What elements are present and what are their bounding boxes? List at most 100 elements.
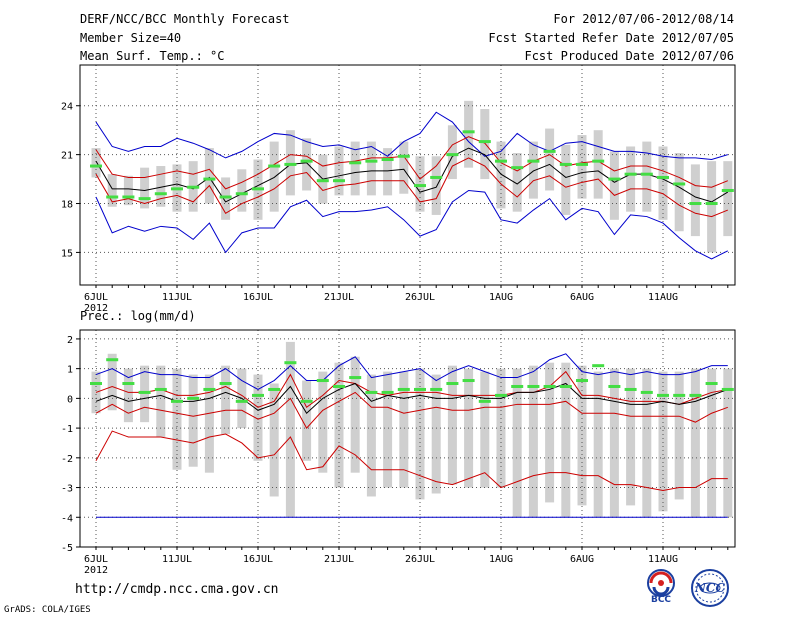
temp-spread-bar <box>674 153 684 232</box>
prec-series-mean <box>95 382 728 415</box>
temp-forecast-marker <box>235 192 248 196</box>
prec-forecast-marker <box>268 387 281 391</box>
temp-series-mean <box>95 147 729 203</box>
prec-x-tick-label: 1AUG <box>489 554 513 565</box>
temp-spread-bar <box>156 166 166 207</box>
prec-forecast-marker <box>106 358 119 362</box>
temp-year-label: 2012 <box>84 303 108 314</box>
temp-forecast-marker <box>138 197 151 201</box>
prec-spread-bar <box>723 368 733 518</box>
temp-series-upper <box>95 136 728 190</box>
temp-forecast-marker <box>252 187 264 191</box>
temp-spread-bar <box>528 141 538 199</box>
temp-spread-bar <box>431 156 441 215</box>
prec-forecast-marker <box>90 382 102 386</box>
temp-forecast-marker <box>657 175 669 179</box>
temp-forecast-marker <box>673 182 686 186</box>
prec-spread-bar <box>577 365 587 506</box>
temp-y-tick-label: 21 <box>61 151 73 162</box>
temp-forecast-marker <box>414 184 426 188</box>
temp-spread-bar <box>399 141 409 194</box>
prec-spread-bar <box>528 365 538 518</box>
prec-series-min <box>95 430 728 492</box>
prec-forecast-marker <box>333 384 345 388</box>
source-url[interactable]: http://cmdp.ncc.cma.gov.cn <box>75 582 279 597</box>
prec-spread-bar <box>172 368 182 470</box>
temp-spread-bar <box>512 153 522 212</box>
temperature-panel-label: Mean Surf. Temp.: °C <box>80 49 225 63</box>
temp-forecast-marker <box>624 172 637 176</box>
prec-spread-bar <box>156 365 166 438</box>
prec-y-tick-label: -1 <box>61 424 73 435</box>
prec-x-tick-label: 26JUL <box>405 554 435 565</box>
temp-forecast-marker <box>203 177 216 181</box>
temp-forecast-marker <box>122 195 135 199</box>
prec-x-tick-label: 21JUL <box>324 554 354 565</box>
start-refer-date: Fcst Started Refer Date 2012/07/05 <box>488 31 734 45</box>
prec-spread-bar <box>334 362 344 488</box>
prec-x-tick-label: 6JUL <box>84 554 108 565</box>
temp-forecast-marker <box>316 179 329 183</box>
prec-spread-bar <box>674 371 684 500</box>
temp-forecast-marker <box>154 192 167 196</box>
temp-series-max <box>95 111 728 161</box>
prec-forecast-marker <box>414 387 426 391</box>
prec-forecast-marker <box>397 387 410 391</box>
prec-spread-bar <box>480 371 490 488</box>
temp-spread-bar <box>658 146 668 220</box>
temp-forecast-marker <box>608 177 621 181</box>
prec-spread-bar <box>609 368 619 518</box>
temp-forecast-marker <box>689 202 702 206</box>
prec-forecast-marker <box>592 364 605 368</box>
prec-forecast-marker <box>154 387 167 391</box>
prec-forecast-marker <box>187 396 200 400</box>
prec-spread-bar <box>302 380 312 461</box>
temp-spread-bar <box>221 177 231 220</box>
temp-x-tick-label: 21JUL <box>324 292 354 303</box>
temp-spread-bar <box>496 141 506 209</box>
prec-spread-bar <box>269 383 279 497</box>
temp-forecast-marker <box>446 153 459 157</box>
prec-forecast-marker <box>543 384 556 388</box>
prec-spread-bar <box>221 365 231 435</box>
prec-forecast-marker <box>608 384 621 388</box>
temp-spread-bar <box>561 144 571 215</box>
temp-spread-bar <box>642 141 652 212</box>
temp-forecast-marker <box>171 187 183 191</box>
temp-spread-bar <box>415 156 425 212</box>
prec-forecast-marker <box>171 399 183 403</box>
temp-x-tick-label: 1AUG <box>489 292 513 303</box>
prec-spread-bar <box>383 371 393 488</box>
member-size: Member Size=40 <box>80 31 182 45</box>
temp-spread-bar <box>204 148 214 204</box>
temp-forecast-marker <box>721 188 734 192</box>
prec-spread-bar <box>253 374 263 461</box>
prec-forecast-marker <box>203 387 216 391</box>
prec-y-tick-label: -3 <box>61 484 73 495</box>
temp-forecast-marker <box>705 202 718 206</box>
prec-forecast-marker <box>624 387 637 391</box>
temp-x-tick-label: 26JUL <box>405 292 435 303</box>
prec-x-tick-label: 6AUG <box>570 554 594 565</box>
prec-frame <box>79 329 736 548</box>
temp-forecast-marker <box>333 179 345 183</box>
prec-forecast-marker <box>122 382 135 386</box>
prec-forecast-marker <box>235 399 248 403</box>
temp-y-tick-label: 18 <box>61 200 73 211</box>
bcc-logo: BCC <box>640 568 682 606</box>
prec-forecast-marker <box>478 399 491 403</box>
prec-spread-bar <box>593 371 603 518</box>
forecast-period: For 2012/07/06-2012/08/14 <box>553 12 734 26</box>
temp-forecast-marker <box>106 195 119 199</box>
temp-forecast-marker <box>268 164 281 168</box>
temp-forecast-marker <box>559 162 572 166</box>
temp-forecast-marker <box>462 130 475 134</box>
temp-forecast-marker <box>300 159 313 163</box>
prec-series-upper <box>95 370 728 409</box>
temp-spread-bar <box>302 138 312 191</box>
prec-forecast-marker <box>300 399 313 403</box>
prec-forecast-marker <box>576 379 588 383</box>
prec-forecast-marker <box>559 384 572 388</box>
prec-spread-bar <box>512 368 522 518</box>
